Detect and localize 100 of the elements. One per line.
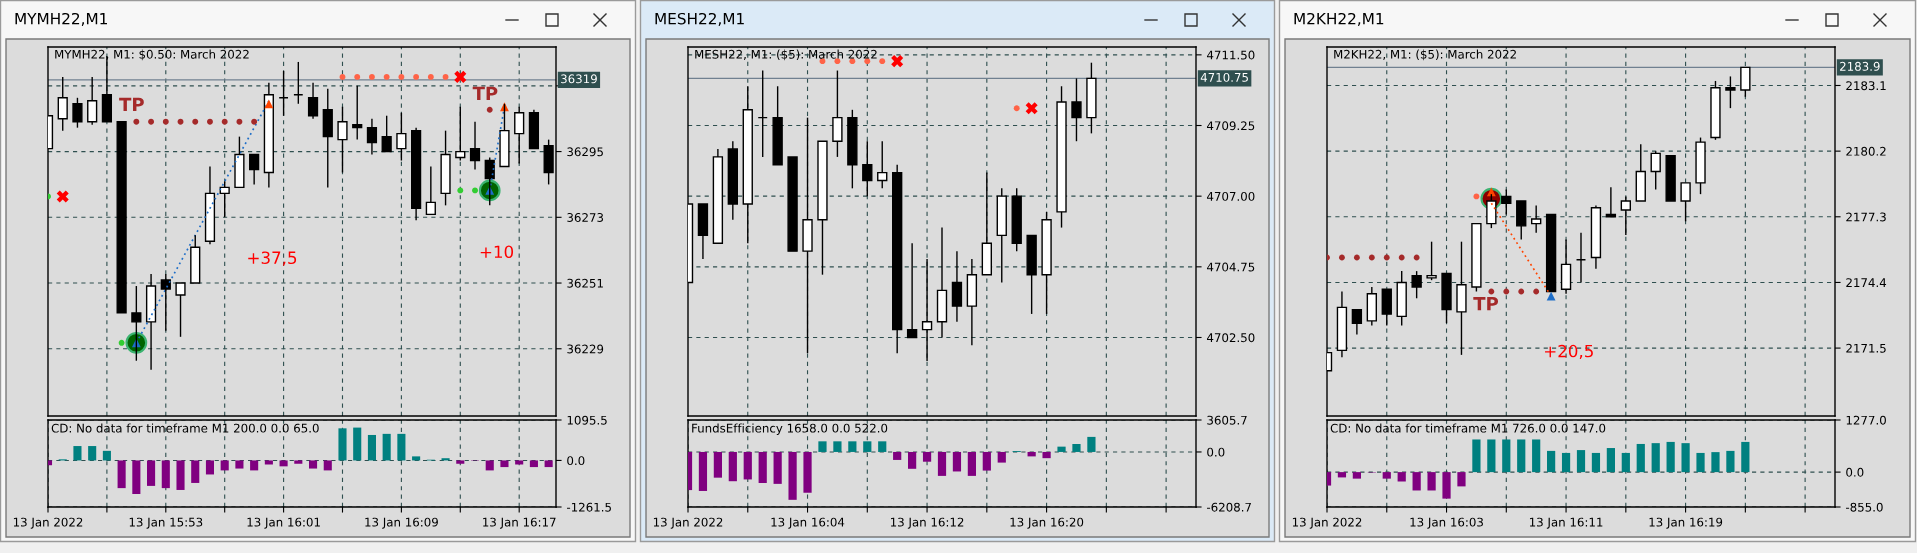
chart-title: MESH22,M1 — [655, 12, 744, 26]
bar — [294, 460, 303, 464]
bar — [1711, 452, 1720, 473]
annotation: +20,5 — [1545, 344, 1593, 360]
point — [1339, 254, 1345, 261]
y-tick-label: 0.0 — [567, 456, 585, 466]
point — [162, 118, 169, 125]
annotation: TP — [472, 86, 498, 100]
x-tick-label: 13 Jan 16:04 — [771, 517, 845, 529]
candlestick — [1680, 182, 1691, 223]
bar — [1741, 441, 1750, 473]
bar — [1042, 451, 1051, 459]
candlestick — [249, 153, 260, 186]
y-tick-label: 36229 — [567, 344, 604, 354]
bar — [191, 460, 200, 483]
y-tick-label: 36295 — [567, 147, 603, 157]
x-tick-label: 13 Jan 2022 — [13, 517, 83, 529]
bar — [878, 441, 887, 452]
bar — [308, 460, 318, 469]
bar — [117, 460, 126, 489]
candlestick — [1620, 195, 1632, 236]
y-tick-label: 4709.25 — [1206, 121, 1255, 131]
bar — [1397, 472, 1406, 482]
candlestick — [1665, 154, 1676, 202]
bar — [863, 441, 872, 452]
candlestick — [787, 156, 798, 252]
bar — [456, 460, 465, 464]
y-tick-label: -855.0 — [1845, 502, 1883, 512]
annotation: TP — [119, 97, 144, 112]
candlestick — [1635, 143, 1646, 202]
point — [398, 73, 405, 80]
y-tick-label: 0.0 — [1207, 447, 1225, 457]
x-tick-label: 13 Jan 16:03 — [1410, 517, 1483, 529]
candlestick — [1351, 308, 1363, 336]
y-tick-label: 2174.4 — [1846, 278, 1887, 287]
bar — [367, 434, 376, 461]
candlestick — [817, 140, 828, 276]
bar — [1337, 472, 1347, 478]
point — [472, 187, 478, 194]
point — [133, 118, 140, 125]
point — [454, 70, 467, 83]
bar — [1606, 448, 1615, 473]
bar — [743, 451, 752, 480]
annotation: +10 — [480, 245, 514, 259]
candlestick — [175, 282, 186, 338]
bar — [485, 460, 494, 471]
chart-subtitle: M2KH22, M1: ($5): March 2022 — [1334, 49, 1516, 61]
point — [427, 73, 434, 80]
y-tick-label: 2183.1 — [1846, 81, 1886, 91]
y-tick-label: 4707.00 — [1206, 191, 1255, 201]
bar — [132, 460, 141, 495]
bar — [412, 456, 421, 461]
candlestick — [697, 203, 709, 260]
bar — [1502, 439, 1511, 473]
candlestick — [1336, 290, 1348, 358]
point — [1546, 291, 1556, 301]
annotation: +37,5 — [248, 251, 297, 266]
point — [339, 73, 346, 80]
bar — [544, 460, 553, 468]
candlestick — [1026, 234, 1037, 315]
candlestick — [425, 165, 436, 216]
point — [1533, 288, 1540, 295]
chart-title: CD: No data for timeframe M1 200.0 0.0 65.0 — [51, 423, 319, 433]
x-tick-label: 13 Jan 16:17 — [483, 517, 556, 529]
point — [1353, 254, 1360, 261]
bar — [382, 433, 391, 461]
bar — [728, 451, 737, 482]
bar — [250, 460, 259, 471]
y-tick-label: 36251 — [567, 278, 603, 288]
bar — [1487, 439, 1496, 473]
bar — [205, 460, 215, 475]
x-tick-label: 13 Jan 2022 — [653, 517, 723, 529]
point — [1383, 254, 1390, 261]
point — [1413, 254, 1420, 261]
point — [486, 106, 493, 113]
point — [207, 118, 213, 125]
candlestick — [322, 88, 333, 189]
point — [1368, 254, 1375, 261]
bar — [803, 451, 812, 493]
candlestick — [307, 82, 319, 120]
ref-line-label: 4710.75 — [1200, 72, 1248, 82]
bar — [698, 451, 708, 491]
bar — [1087, 436, 1096, 452]
chart-title: CD: No data for timeframe M1 726.0 0.0 147.0 — [1330, 423, 1606, 433]
bar — [893, 451, 902, 460]
bar — [1412, 472, 1421, 491]
bar — [922, 451, 932, 462]
bar — [713, 451, 722, 478]
candlestick — [891, 164, 903, 354]
bar — [1621, 452, 1630, 473]
candlestick — [87, 76, 98, 126]
bar — [967, 451, 976, 476]
candlestick — [727, 140, 739, 221]
candlestick — [981, 171, 993, 276]
bar — [102, 450, 111, 461]
bar — [1696, 452, 1705, 473]
point — [369, 73, 375, 80]
x-tick-label: 13 Jan 16:01 — [247, 517, 320, 529]
point — [413, 73, 420, 80]
y-tick-label: -6208.7 — [1206, 502, 1251, 512]
